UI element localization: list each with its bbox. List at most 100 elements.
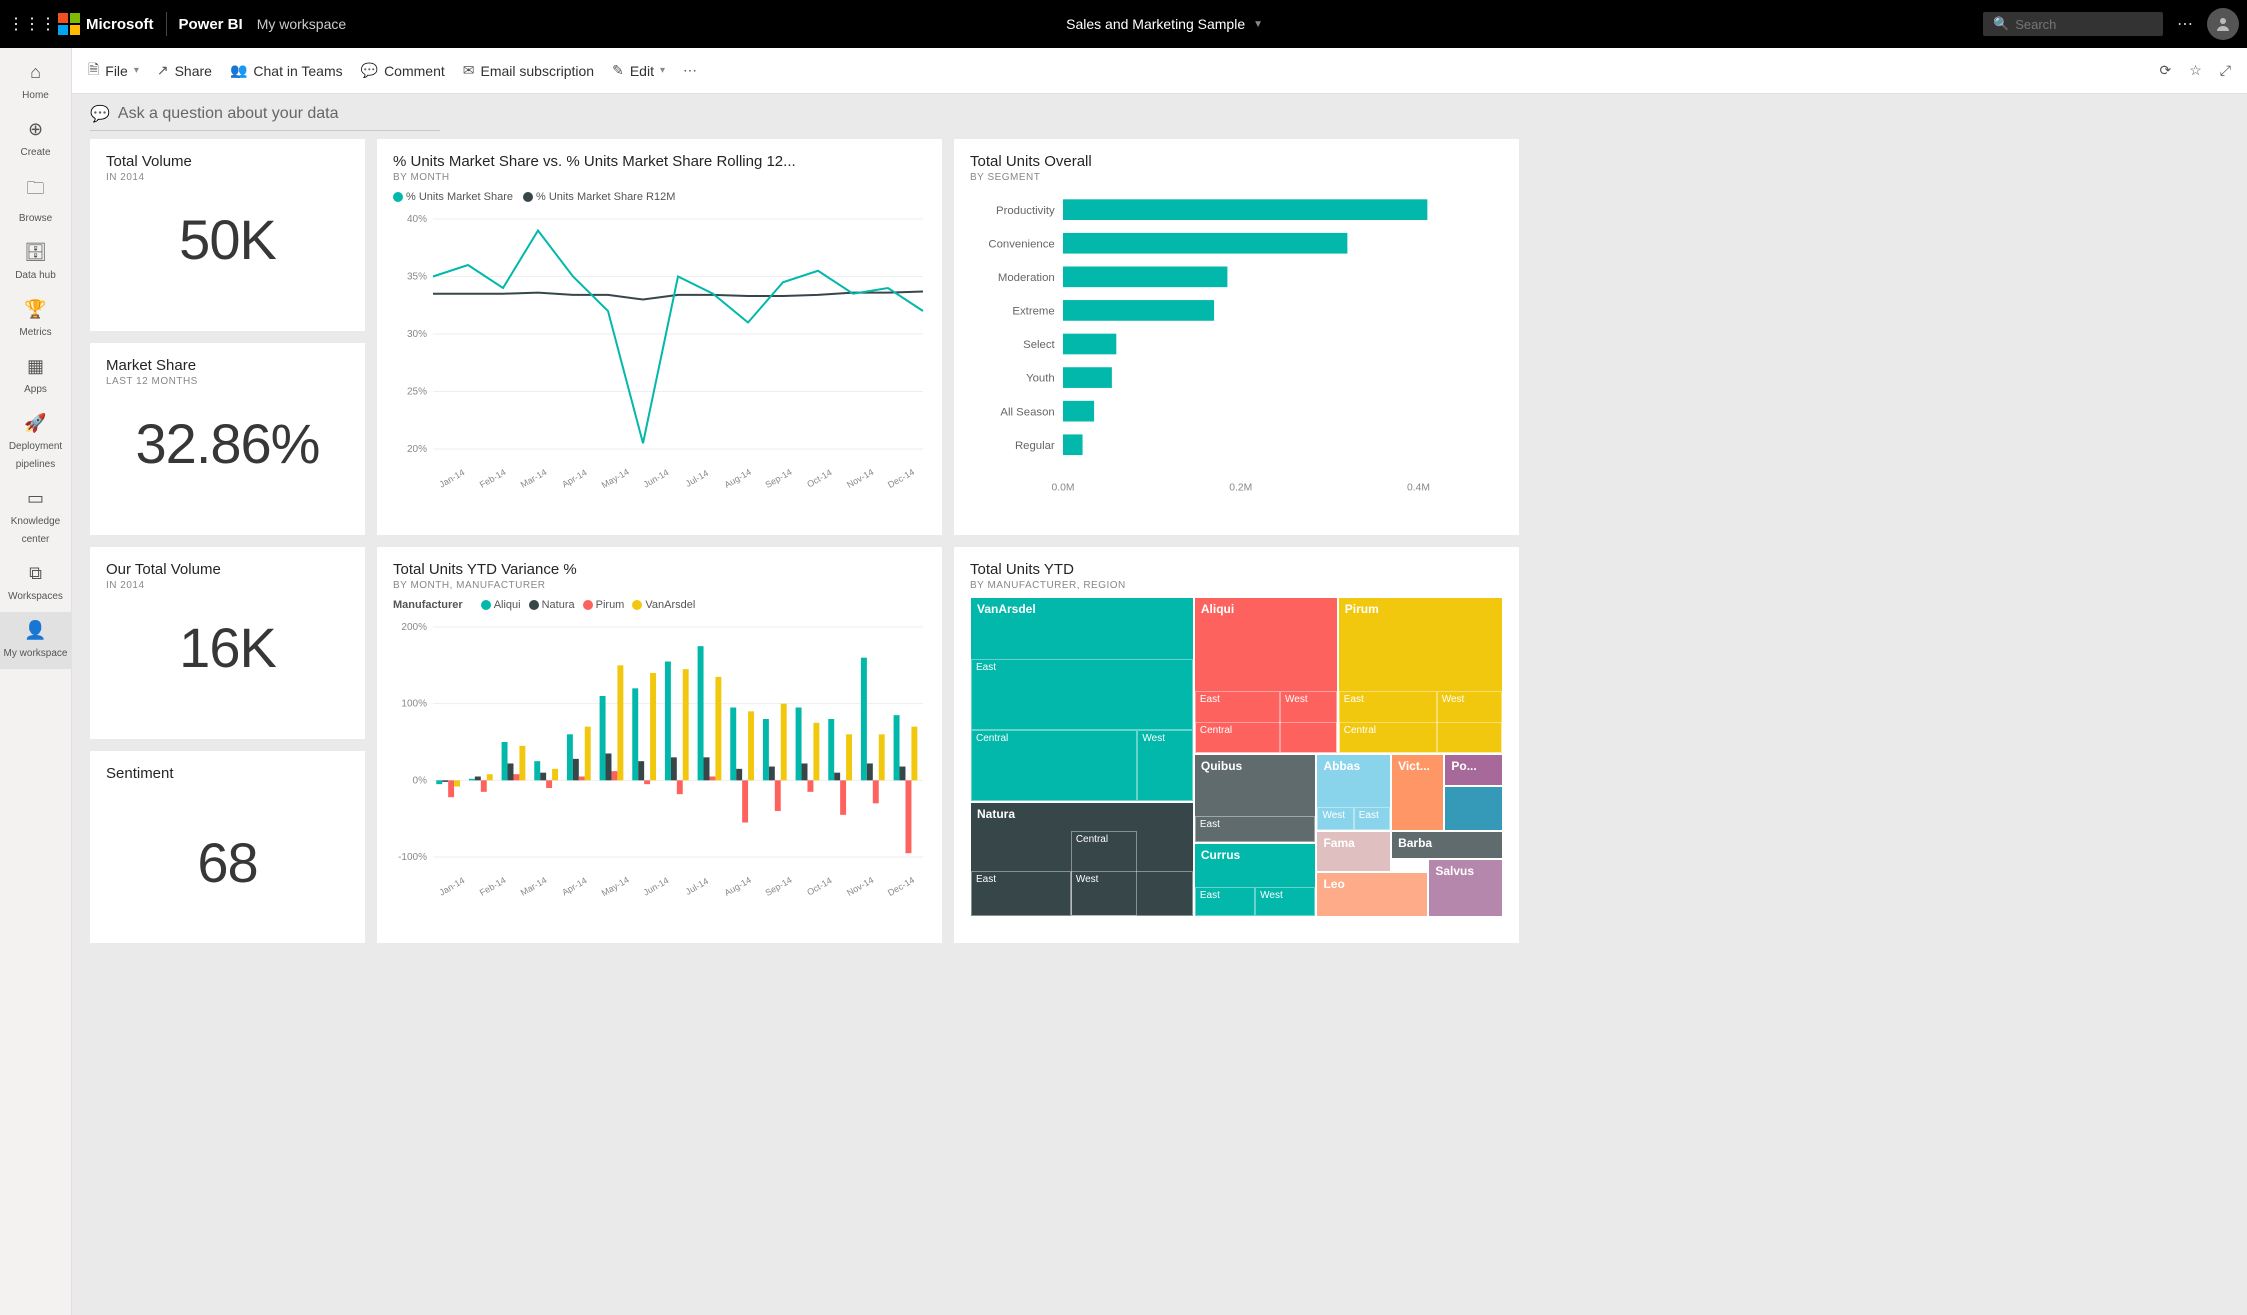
treemap-cell[interactable]: Barba [1391, 831, 1503, 860]
teams-icon: 👥 [230, 62, 247, 79]
svg-text:Jun-14: Jun-14 [642, 467, 671, 489]
treemap-cell[interactable]: AbbasWestEast [1316, 754, 1391, 831]
svg-text:May-14: May-14 [600, 467, 631, 489]
chat-bubble-icon: 💬 [90, 104, 110, 124]
treemap-cell[interactable]: NaturaEastCentralWest [970, 802, 1194, 917]
kpi-value: 32.86% [106, 411, 349, 476]
svg-text:All Season: All Season [1000, 406, 1054, 418]
toolbar-more[interactable]: ⋯ [683, 62, 697, 79]
book-icon: ▭ [2, 488, 69, 509]
treemap-cell[interactable]: AliquiEastWestCentral [1194, 597, 1338, 754]
home-icon: ⌂ [2, 62, 69, 83]
nav-knowledge[interactable]: ▭Knowledge center [0, 480, 71, 555]
workspaces-icon: ⧉ [2, 563, 69, 584]
share-button[interactable]: ↗Share [157, 62, 212, 79]
tile-sentiment[interactable]: Sentiment 68 [90, 751, 365, 943]
more-icon: ⋯ [683, 62, 697, 79]
tile-subtitle: BY MONTH, MANUFACTURER [393, 580, 926, 591]
nav-home[interactable]: ⌂Home [0, 54, 71, 111]
workspace-breadcrumb[interactable]: My workspace [257, 16, 346, 32]
svg-text:Sep-14: Sep-14 [764, 875, 794, 897]
svg-text:Dec-14: Dec-14 [886, 467, 916, 489]
treemap-cell[interactable] [1444, 786, 1503, 831]
user-avatar[interactable] [2207, 8, 2239, 40]
chat-teams-button[interactable]: 👥Chat in Teams [230, 62, 343, 79]
tile-title: Total Units Overall [970, 153, 1503, 170]
treemap-cell[interactable]: Salvus [1428, 859, 1503, 917]
left-nav-rail: ⌂Home ⊕Create 🗀Browse 🗄Data hub 🏆Metrics… [0, 48, 72, 1315]
dashboard-title-dropdown[interactable]: Sales and Marketing Sample ▼ [346, 16, 1983, 32]
pencil-icon: ✎ [612, 62, 624, 79]
svg-text:Select: Select [1023, 339, 1055, 351]
treemap-cell[interactable]: Po... [1444, 754, 1503, 786]
dashboard-title-text: Sales and Marketing Sample [1066, 16, 1245, 32]
tile-market-share-line[interactable]: % Units Market Share vs. % Units Market … [377, 139, 942, 535]
nav-metrics[interactable]: 🏆Metrics [0, 291, 71, 348]
svg-text:100%: 100% [401, 699, 427, 710]
folder-icon: 🗀 [2, 176, 69, 206]
nav-apps[interactable]: ▦Apps [0, 348, 71, 405]
nav-my-workspace[interactable]: 👤My workspace [0, 612, 71, 669]
nav-create[interactable]: ⊕Create [0, 111, 71, 168]
comment-button[interactable]: 💬Comment [361, 62, 445, 79]
kpi-value: 16K [106, 615, 349, 680]
more-icon[interactable]: ⋯ [2177, 14, 2193, 34]
trophy-icon: 🏆 [2, 299, 69, 320]
svg-text:200%: 200% [401, 622, 427, 633]
svg-text:Dec-14: Dec-14 [886, 875, 916, 897]
svg-text:Nov-14: Nov-14 [845, 875, 875, 897]
qna-input[interactable]: 💬 Ask a question about your data [90, 104, 440, 131]
chevron-down-icon: ▾ [660, 65, 665, 76]
tile-title: Total Units YTD [970, 561, 1503, 578]
treemap-cell[interactable]: CurrusEastWest [1194, 843, 1317, 917]
svg-text:25%: 25% [407, 387, 427, 398]
search-input[interactable] [2015, 17, 2153, 32]
nav-pipelines[interactable]: 🚀Deployment pipelines [0, 405, 71, 480]
treemap-cell[interactable]: Vict... [1391, 754, 1444, 831]
treemap-cell[interactable]: QuibusEast [1194, 754, 1317, 844]
svg-text:-100%: -100% [398, 852, 427, 863]
tile-market-share[interactable]: Market Share LAST 12 MONTHS 32.86% [90, 343, 365, 535]
treemap-cell[interactable]: Fama [1316, 831, 1391, 873]
tile-subtitle: LAST 12 MONTHS [106, 376, 349, 387]
share-icon: ↗ [157, 62, 169, 79]
chart-legend: % Units Market Share % Units Market Shar… [393, 191, 926, 203]
favorite-button[interactable]: ☆ [2189, 62, 2202, 79]
chevron-down-icon: ▼ [1253, 19, 1263, 30]
svg-text:Apr-14: Apr-14 [560, 467, 588, 489]
fullscreen-button[interactable]: ⤢ [2220, 62, 2231, 79]
nav-browse[interactable]: 🗀Browse [0, 168, 71, 234]
database-icon: 🗄 [2, 242, 69, 263]
svg-text:0.0M: 0.0M [1052, 483, 1075, 494]
svg-text:Apr-14: Apr-14 [560, 875, 588, 897]
treemap-container: VanArsdelEastCentralWestNaturaEastCentra… [970, 597, 1503, 917]
svg-text:Convenience: Convenience [988, 238, 1054, 250]
tile-units-by-segment[interactable]: Total Units Overall BY SEGMENT Productiv… [954, 139, 1519, 535]
product-name[interactable]: Power BI [179, 16, 243, 33]
search-icon: 🔍 [1993, 16, 2009, 32]
email-subscription-button[interactable]: ✉Email subscription [463, 62, 594, 79]
svg-text:Nov-14: Nov-14 [845, 467, 875, 489]
chevron-down-icon: ▾ [134, 65, 139, 76]
tile-title: Market Share [106, 357, 349, 374]
tile-treemap[interactable]: Total Units YTD BY MANUFACTURER, REGION … [954, 547, 1519, 943]
search-box[interactable]: 🔍 [1983, 12, 2163, 36]
tile-total-volume[interactable]: Total Volume IN 2014 50K [90, 139, 365, 331]
tile-ytd-variance[interactable]: Total Units YTD Variance % BY MONTH, MAN… [377, 547, 942, 943]
tile-subtitle: IN 2014 [106, 580, 349, 591]
tile-subtitle: BY MONTH [393, 172, 926, 183]
refresh-button[interactable]: ⟳ [2160, 62, 2172, 79]
apps-icon: ▦ [2, 356, 69, 377]
svg-text:Mar-14: Mar-14 [519, 875, 549, 897]
edit-menu[interactable]: ✎Edit▾ [612, 62, 665, 79]
tile-our-volume[interactable]: Our Total Volume IN 2014 16K [90, 547, 365, 739]
nav-datahub[interactable]: 🗄Data hub [0, 234, 71, 291]
file-menu[interactable]: 🗎File▾ [88, 59, 139, 83]
app-launcher-icon[interactable]: ⋮⋮⋮ [8, 14, 48, 34]
nav-workspaces[interactable]: ⧉Workspaces [0, 555, 71, 612]
treemap-cell[interactable]: Leo [1316, 872, 1428, 917]
treemap-cell[interactable]: VanArsdelEastCentralWest [970, 597, 1194, 802]
microsoft-text: Microsoft [86, 16, 154, 33]
treemap-cell[interactable]: PirumEastWestCentral [1338, 597, 1503, 754]
person-icon: 👤 [2, 620, 69, 641]
